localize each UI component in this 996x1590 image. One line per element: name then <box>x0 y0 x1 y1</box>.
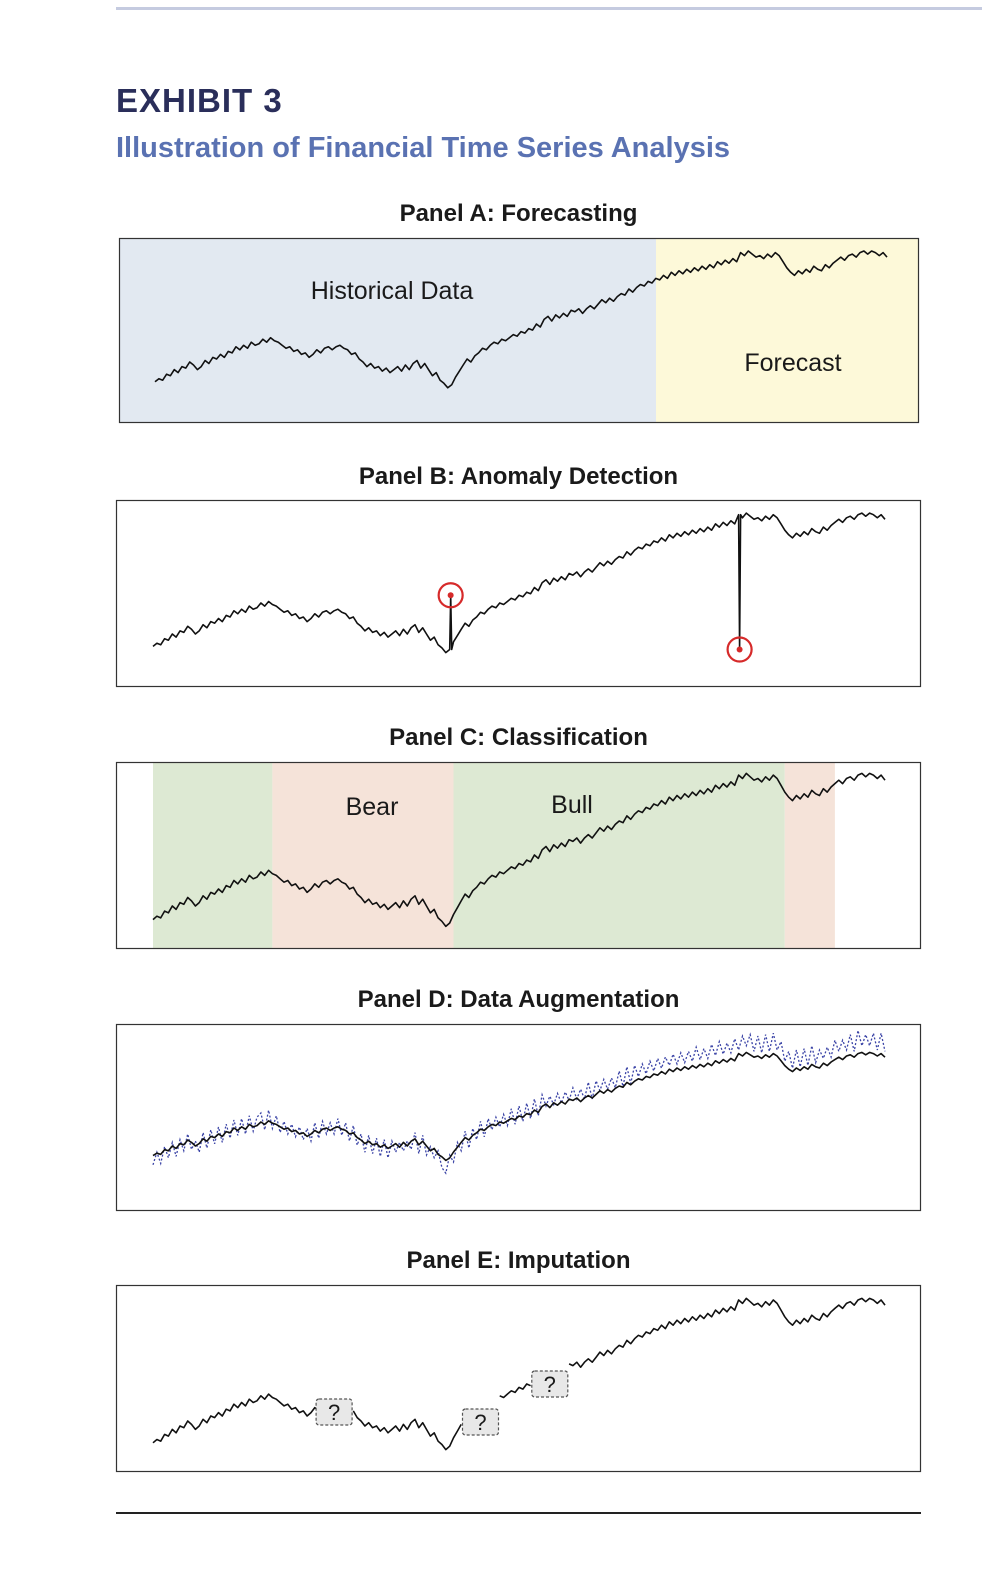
panel-c-chart: Bear Bull <box>115 761 922 950</box>
bear-region <box>272 763 454 948</box>
top-rule <box>116 7 982 10</box>
panel-a-chart: Historical Data Forecast <box>118 237 920 424</box>
historical-region <box>119 238 656 423</box>
bull-label: Bull <box>551 791 593 819</box>
missing-value-box <box>531 1370 569 1398</box>
anomaly-circle <box>726 636 753 663</box>
historical-data-label: Historical Data <box>311 277 474 305</box>
panel-e-chart: ??? <box>115 1284 922 1473</box>
anomaly-circle <box>437 582 464 609</box>
anomaly-dot <box>447 592 454 599</box>
panel-b-chart <box>115 499 922 688</box>
missing-value-label: ? <box>544 1372 556 1397</box>
panel-c-frame <box>115 761 922 950</box>
panel-a-frame <box>118 237 920 424</box>
panel-c-title: Panel C: Classification <box>389 724 648 751</box>
bull-region <box>153 763 273 948</box>
forecast-region <box>656 238 919 423</box>
missing-value-label: ? <box>328 1400 340 1425</box>
bear-label: Bear <box>346 793 399 821</box>
series-line <box>154 250 888 389</box>
missing-value-box <box>315 1398 353 1426</box>
series-line <box>152 1297 886 1451</box>
panel-e-frame <box>115 1284 922 1473</box>
anomaly-dot <box>736 646 743 653</box>
bull-region <box>453 763 785 948</box>
series-line <box>152 772 886 928</box>
bottom-rule <box>116 1512 921 1514</box>
panel-d-chart <box>115 1023 922 1212</box>
panel-b-frame <box>115 499 922 688</box>
missing-value-box <box>461 1408 500 1436</box>
exhibit-label: EXHIBIT 3 <box>116 82 283 119</box>
augmented-series-line <box>152 1030 886 1175</box>
exhibit-title: Illustration of Financial Time Series An… <box>116 132 731 164</box>
missing-value-label: ? <box>474 1410 486 1435</box>
series-line <box>152 1051 886 1162</box>
series-line <box>152 512 886 654</box>
panel-a-title: Panel A: Forecasting <box>399 200 638 227</box>
panel-e-title: Panel E: Imputation <box>406 1247 631 1274</box>
panel-d-title: Panel D: Data Augmentation <box>357 986 680 1013</box>
forecast-label: Forecast <box>744 349 841 377</box>
panel-b-title: Panel B: Anomaly Detection <box>358 463 679 490</box>
